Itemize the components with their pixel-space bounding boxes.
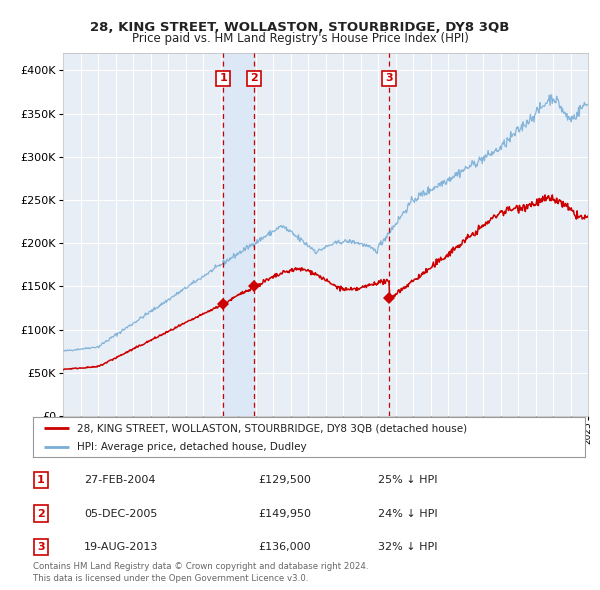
Text: 05-DEC-2005: 05-DEC-2005	[84, 509, 157, 519]
Text: 24% ↓ HPI: 24% ↓ HPI	[378, 509, 437, 519]
Text: £149,950: £149,950	[258, 509, 311, 519]
Text: 19-AUG-2013: 19-AUG-2013	[84, 542, 158, 552]
Text: £129,500: £129,500	[258, 475, 311, 485]
Bar	[223, 53, 254, 416]
Text: £136,000: £136,000	[258, 542, 311, 552]
Text: 3: 3	[37, 542, 44, 552]
Text: 28, KING STREET, WOLLASTON, STOURBRIDGE, DY8 3QB: 28, KING STREET, WOLLASTON, STOURBRIDGE,…	[91, 21, 509, 34]
Text: 32% ↓ HPI: 32% ↓ HPI	[378, 542, 437, 552]
Text: 25% ↓ HPI: 25% ↓ HPI	[378, 475, 437, 485]
Text: 1: 1	[37, 475, 44, 485]
Text: 27-FEB-2004: 27-FEB-2004	[84, 475, 155, 485]
Text: 28, KING STREET, WOLLASTON, STOURBRIDGE, DY8 3QB (detached house): 28, KING STREET, WOLLASTON, STOURBRIDGE,…	[77, 424, 467, 434]
Text: HPI: Average price, detached house, Dudley: HPI: Average price, detached house, Dudl…	[77, 442, 307, 452]
Text: 2: 2	[37, 509, 44, 519]
Text: Contains HM Land Registry data © Crown copyright and database right 2024.
This d: Contains HM Land Registry data © Crown c…	[33, 562, 368, 583]
Text: Price paid vs. HM Land Registry's House Price Index (HPI): Price paid vs. HM Land Registry's House …	[131, 32, 469, 45]
Text: 2: 2	[250, 74, 258, 84]
Text: 3: 3	[385, 74, 393, 84]
Text: 1: 1	[219, 74, 227, 84]
